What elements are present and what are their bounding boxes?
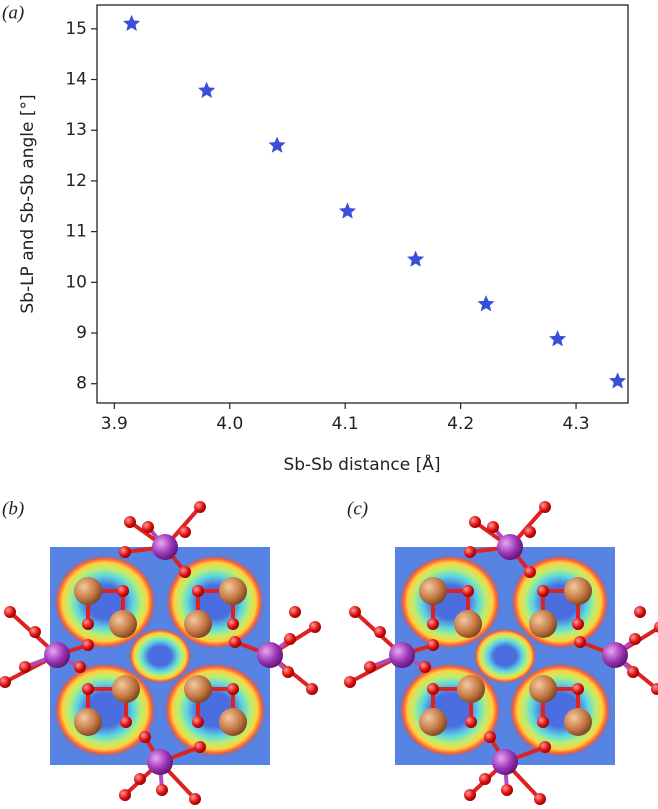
x-axis-label: Sb-Sb distance [Å] — [283, 453, 440, 475]
x-tick-label: 4.0 — [216, 414, 243, 434]
y-tick-label: 9 — [76, 323, 87, 343]
x-tick-label: 4.3 — [563, 414, 590, 434]
y-tick-label: 13 — [65, 120, 87, 140]
x-tick-label: 4.2 — [447, 414, 474, 434]
y-axis-label: Sb-LP and Sb-Sb angle [°] — [18, 94, 38, 313]
x-tick-label: 3.9 — [101, 414, 128, 434]
data-point — [338, 202, 357, 219]
structure-image-c — [342, 499, 658, 807]
data-point — [268, 136, 286, 153]
y-tick-label: 10 — [65, 272, 87, 292]
panel-label: (c) — [347, 498, 368, 519]
data-point — [198, 81, 216, 98]
panel-label: (b) — [2, 498, 24, 519]
plot-frame — [96, 4, 629, 404]
y-tick-label: 14 — [65, 70, 87, 90]
data-point — [609, 372, 627, 389]
data-point — [407, 250, 425, 267]
panel-label: (a) — [2, 2, 24, 23]
x-tick-label: 4.1 — [332, 414, 359, 434]
structure-image-b — [0, 499, 323, 807]
y-tick-label: 8 — [76, 374, 87, 394]
y-tick-label: 15 — [65, 19, 87, 39]
data-point — [123, 14, 141, 32]
data-point — [549, 330, 567, 347]
y-tick-label: 11 — [65, 222, 87, 242]
data-point — [477, 295, 495, 312]
y-tick-label: 12 — [65, 171, 87, 191]
